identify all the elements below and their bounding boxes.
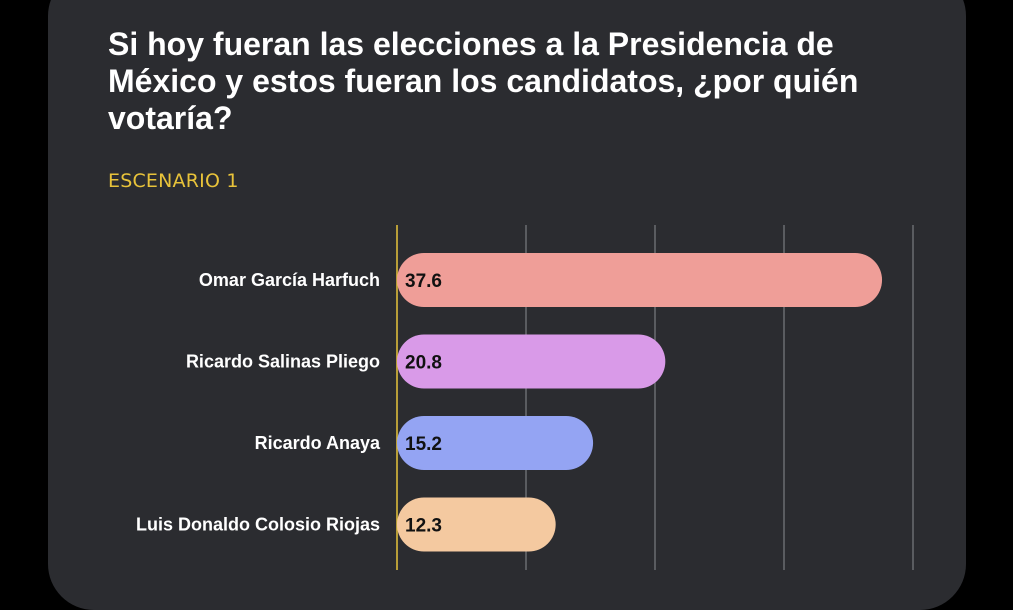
- bar: [397, 334, 666, 389]
- category-label: Ricardo Anaya: [255, 433, 381, 453]
- bar: [397, 497, 556, 552]
- bar: [397, 416, 594, 470]
- chart-title: Si hoy fueran las elecciones a la Presid…: [108, 26, 859, 136]
- value-label: 37.6: [405, 271, 442, 292]
- bar: [397, 253, 883, 307]
- category-label: Ricardo Salinas Pliego: [186, 352, 380, 372]
- value-label: 12.3: [405, 516, 442, 537]
- value-label: 15.2: [405, 434, 442, 455]
- scenario-label: ESCENARIO 1: [108, 170, 239, 192]
- category-label: Luis Donaldo Colosio Riojas: [136, 515, 380, 535]
- bar-chart: 37.6 20.8 15.2 12.3 Omar García Harfuch Rica…: [136, 225, 914, 570]
- value-label: 20.8: [405, 353, 442, 374]
- category-label: Omar García Harfuch: [199, 270, 380, 290]
- category-labels: Omar García Harfuch Ricardo Salinas Plieg…: [136, 270, 381, 535]
- bars-group: 37.6 20.8 15.2 12.3: [397, 253, 883, 552]
